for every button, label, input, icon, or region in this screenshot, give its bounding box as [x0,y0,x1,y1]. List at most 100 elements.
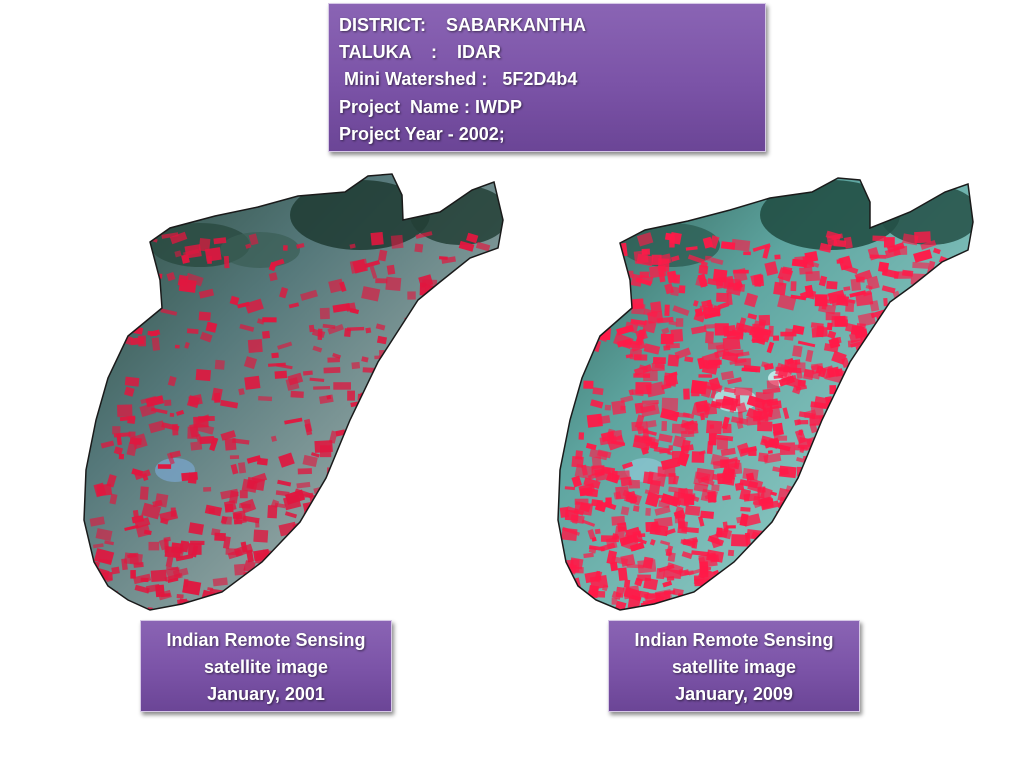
vegetation-patch [914,231,931,244]
vegetation-patch [881,394,891,401]
vegetation-patch [927,282,938,292]
vegetation-patch [569,597,586,610]
vegetation-patch [916,339,931,347]
vegetation-patch [721,416,730,430]
vegetation-patch [343,603,355,610]
vegetation-patch [665,545,674,557]
vegetation-patch [118,453,125,460]
vegetation-patch [808,578,818,587]
vegetation-patch [134,469,151,480]
vegetation-patch [759,540,777,551]
vegetation-patch [204,504,223,517]
vegetation-patch [400,454,420,470]
vegetation-patch [767,450,773,454]
vegetation-patch [643,343,661,355]
vegetation-patch [849,411,856,417]
vegetation-patch [456,333,475,344]
vegetation-patch [236,578,252,592]
vegetation-patch [783,564,790,572]
vegetation-patch [327,357,340,363]
vegetation-patch [705,255,712,261]
vegetation-patch [832,429,851,443]
vegetation-patch [239,323,255,332]
vegetation-patch [285,601,292,608]
vegetation-patch [863,408,881,423]
vegetation-patch [778,465,797,479]
vegetation-patch [826,280,838,290]
vegetation-patch [641,248,651,255]
vegetation-patch [695,400,709,413]
vegetation-patch [871,451,887,463]
vegetation-patch [731,534,749,547]
vegetation-patch [101,597,117,610]
vegetation-patch [813,552,822,566]
vegetation-patch [623,579,631,588]
vegetation-patch [585,603,598,609]
vegetation-patch [243,596,251,605]
vegetation-patch [230,463,239,475]
vegetation-patch [845,520,851,526]
vegetation-patch [349,572,359,584]
vegetation-patch [652,357,666,364]
caption-2001: Indian Remote Sensing satellite image Ja… [140,620,392,712]
vegetation-patch [854,269,873,283]
vegetation-patch [673,274,681,284]
vegetation-patch [843,286,851,292]
vegetation-patch [937,296,954,302]
vegetation-patch [882,422,902,434]
vegetation-patch [820,579,830,585]
vegetation-patch [691,325,707,335]
vegetation-patch [780,331,797,337]
vegetation-patch [774,517,782,530]
vegetation-patch [715,275,735,289]
vegetation-patch [347,390,355,401]
vegetation-patch [840,391,851,402]
vegetation-patch [117,404,133,417]
vegetation-patch [654,516,673,528]
vegetation-patch [835,427,844,434]
vegetation-patch [376,335,388,345]
vegetation-patch [558,571,572,583]
vegetation-patch [131,514,145,524]
vegetation-patch [877,402,893,419]
vegetation-patch [946,283,953,295]
vegetation-patch [757,486,766,493]
vegetation-patch [697,357,706,370]
vegetation-patch [885,422,902,436]
vegetation-patch [818,275,828,287]
vegetation-patch [160,517,169,525]
vegetation-patch [645,381,666,398]
vegetation-patch [601,584,609,592]
vegetation-patch [859,423,873,435]
vegetation-patch [869,300,880,312]
vegetation-patch [176,594,184,599]
vegetation-patch [611,598,618,605]
vegetation-patch [185,272,204,287]
vegetation-patch [642,370,658,382]
vegetation-patch [859,457,872,472]
caption-2001-line2: satellite image [203,657,329,677]
vegetation-patch [378,249,388,262]
vegetation-patch [744,292,759,308]
vegetation-patch [825,413,839,427]
vegetation-patch [419,282,427,296]
vegetation-patch [855,431,873,440]
vegetation-patch [167,375,177,387]
vegetation-patch [134,584,150,594]
vegetation-patch [773,606,785,610]
vegetation-patch [651,362,665,372]
vegetation-patch [273,590,284,599]
vegetation-patch [877,415,893,420]
vegetation-patch [643,471,654,484]
vegetation-patch [722,336,741,351]
vegetation-patch [268,563,283,572]
vegetation-patch [922,317,931,330]
vegetation-patch [822,418,834,431]
vegetation-patch [827,330,837,339]
vegetation-patch [304,423,313,436]
vegetation-patch [148,541,160,551]
vegetation-patch [796,546,809,554]
vegetation-patch [698,516,705,527]
vegetation-patch [948,276,963,291]
vegetation-patch [837,428,846,438]
